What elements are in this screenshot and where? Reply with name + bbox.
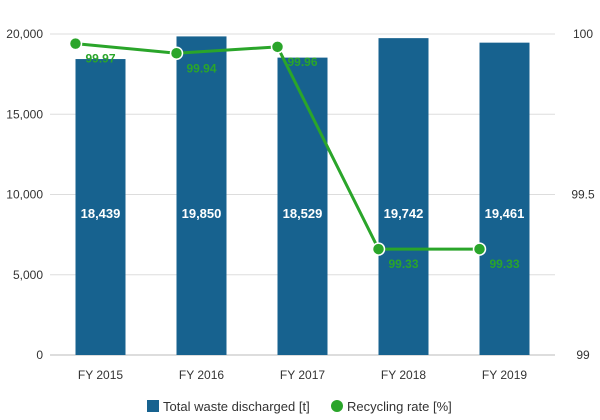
legend-swatch-waste (147, 400, 159, 412)
y-left-tick-label: 10,000 (6, 188, 43, 202)
y-right-tick-label: 99.5 (571, 188, 595, 202)
line-data-label: 99.96 (288, 55, 318, 69)
y-left-tick-label: 0 (36, 348, 43, 362)
line-point (472, 242, 487, 256)
bar (479, 42, 530, 356)
y-axis-left: 0 5,000 10,000 15,000 20,000 (6, 27, 43, 362)
bar-data-label: 19,461 (485, 206, 525, 221)
legend-label-waste: Total waste discharged [t] (163, 399, 310, 414)
y-right-tick-label: 100 (573, 27, 593, 41)
x-axis: FY 2015 FY 2016 FY 2017 FY 2018 FY 2019 (78, 368, 527, 382)
y-left-tick-label: 20,000 (6, 27, 43, 41)
line-data-label: 99.97 (86, 52, 116, 66)
legend: Total waste discharged [t] Recycling rat… (147, 399, 452, 414)
x-tick-label: FY 2016 (179, 368, 224, 382)
line-point (169, 46, 184, 61)
legend-swatch-recycling (331, 400, 343, 412)
line-data-label: 99.33 (490, 257, 520, 271)
line-point (371, 242, 386, 256)
y-right-tick-label: 99 (576, 348, 590, 362)
x-tick-label: FY 2015 (78, 368, 123, 382)
line-data-label: 99.33 (389, 257, 419, 271)
bar (378, 38, 429, 355)
line-point (68, 36, 83, 51)
bar-data-label: 18,439 (81, 206, 121, 221)
y-left-tick-label: 15,000 (6, 107, 43, 121)
x-tick-label: FY 2018 (381, 368, 426, 382)
legend-label-recycling: Recycling rate [%] (347, 399, 452, 414)
y-left-tick-label: 5,000 (13, 268, 43, 282)
line-series: 99.97 99.94 99.96 99.33 99.33 (68, 36, 520, 271)
bar (277, 57, 328, 355)
bar-data-label: 19,742 (384, 206, 424, 221)
bar-data-label: 19,850 (182, 206, 222, 221)
x-tick-label: FY 2019 (482, 368, 527, 382)
bar (176, 36, 227, 355)
x-tick-label: FY 2017 (280, 368, 325, 382)
bar (75, 59, 126, 356)
bar-data-label: 18,529 (283, 206, 323, 221)
bar-series: 18,439 19,850 18,529 19,742 19,461 (75, 36, 530, 356)
line-point (270, 40, 285, 54)
line-data-label: 99.94 (187, 61, 217, 75)
y-axis-right: 99 99.5 100 (571, 27, 595, 362)
